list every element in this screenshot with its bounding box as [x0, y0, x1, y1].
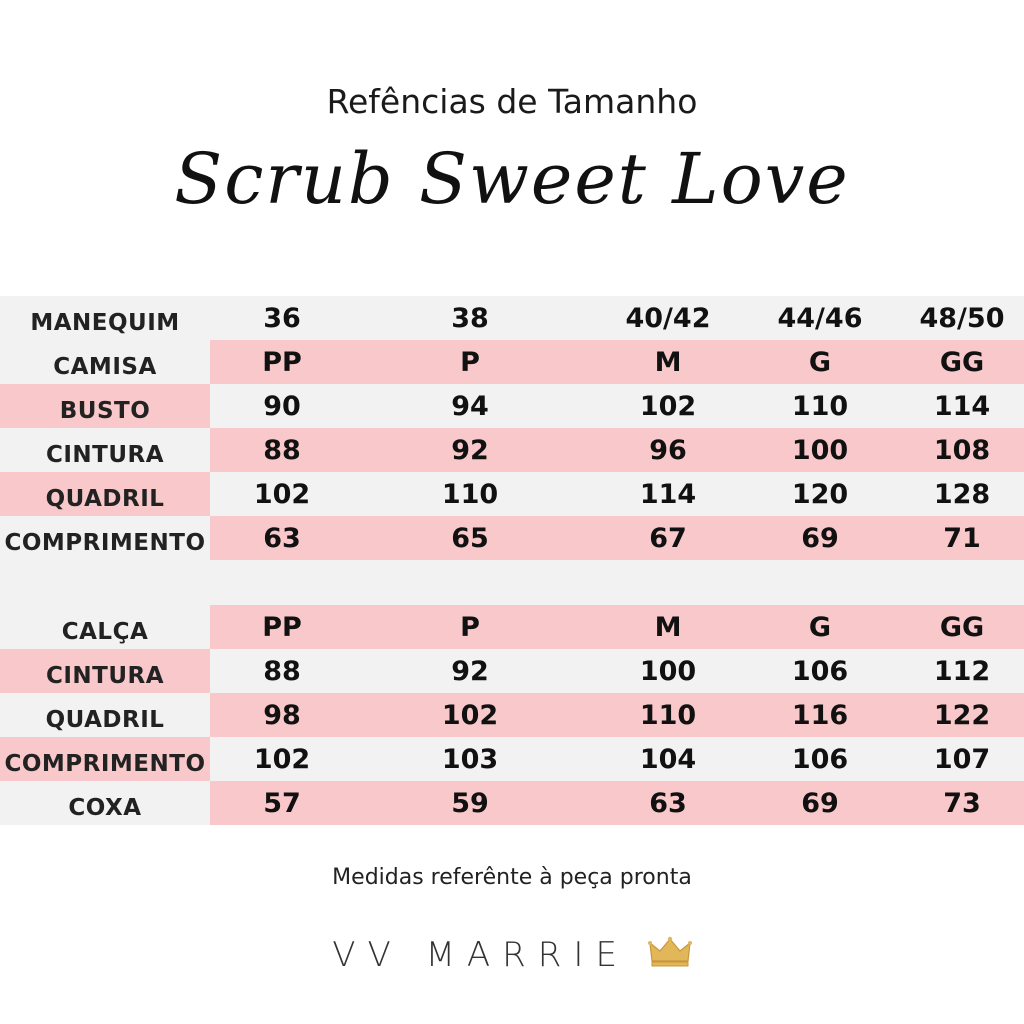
table-cell: 92	[451, 434, 489, 466]
brand-name: VV MARRIE	[332, 935, 629, 975]
table-cell: 40/42	[625, 302, 711, 334]
row-label: COMPRIMENTO	[0, 737, 210, 781]
table-row: CINTURA 88 92 100 106 112	[0, 649, 1024, 693]
table-cell: 128	[933, 478, 991, 510]
table-cell: 102	[639, 390, 697, 422]
table-cell: GG	[939, 611, 985, 643]
table-cell: 110	[639, 699, 697, 731]
top-size-table: MANEQUIM 36 38 40/42 44/46 48/50 CAMISA …	[0, 296, 1024, 605]
table-row: QUADRIL 102 110 114 120 128	[0, 472, 1024, 516]
table-row: COMPRIMENTO 63 65 67 69 71	[0, 516, 1024, 560]
table-cell: 92	[451, 655, 489, 687]
row-label: BUSTO	[0, 384, 210, 428]
row-label: COXA	[0, 781, 210, 825]
row-label: QUADRIL	[0, 693, 210, 737]
table-cell: 104	[639, 743, 697, 775]
table-cell: 57	[263, 787, 301, 819]
table-row: COXA 57 59 63 69 73	[0, 781, 1024, 825]
table-row: CINTURA 88 92 96 100 108	[0, 428, 1024, 472]
table-cell: 88	[263, 434, 301, 466]
page-subtitle: Refências de Tamanho	[326, 82, 698, 121]
row-label: MANEQUIM	[0, 296, 210, 340]
table-cell: 36	[263, 302, 301, 334]
page-title: Scrub Sweet Love	[174, 138, 850, 220]
table-cell: 122	[933, 699, 991, 731]
table-cell: 112	[933, 655, 991, 687]
table-cell: 73	[943, 787, 981, 819]
table-cell: PP	[262, 611, 302, 643]
table-cell: 69	[801, 787, 839, 819]
table-cell: 114	[933, 390, 991, 422]
row-label: COMPRIMENTO	[0, 516, 210, 560]
table-row: BUSTO 90 94 102 110 114	[0, 384, 1024, 428]
table-cell: 98	[263, 699, 301, 731]
table-cell: 100	[639, 655, 697, 687]
crown-icon	[647, 935, 692, 978]
table-cell: 94	[451, 390, 489, 422]
table-row: CALÇA PP P M G GG	[0, 605, 1024, 649]
table-cell: 102	[253, 478, 311, 510]
table-cell: 90	[263, 390, 301, 422]
table-cell: 63	[649, 787, 687, 819]
table-cell: 100	[791, 434, 849, 466]
table-cell: G	[808, 346, 832, 378]
table-cell: 65	[451, 522, 489, 554]
table-cell: 102	[441, 699, 499, 731]
table-cell: 102	[253, 743, 311, 775]
table-cell: 114	[639, 478, 697, 510]
table-cell: 48/50	[919, 302, 1005, 334]
table-cell: 120	[791, 478, 849, 510]
row-label: CALÇA	[0, 605, 210, 649]
table-cell: 116	[791, 699, 849, 731]
table-cell: 110	[441, 478, 499, 510]
brand-logo: VV MARRIE	[0, 935, 1024, 978]
row-label: QUADRIL	[0, 472, 210, 516]
table-cell: 44/46	[777, 302, 863, 334]
table-row: COMPRIMENTO 102 103 104 106 107	[0, 737, 1024, 781]
table-cell: 59	[451, 787, 489, 819]
table-row: QUADRIL 98 102 110 116 122	[0, 693, 1024, 737]
table-row: CAMISA PP P M G GG	[0, 340, 1024, 384]
table-cell: 103	[441, 743, 499, 775]
table-cell: 63	[263, 522, 301, 554]
row-label: CAMISA	[0, 340, 210, 384]
table-cell: 106	[791, 655, 849, 687]
bottom-size-table: CALÇA PP P M G GG CINTURA 88 92 100 106 …	[0, 605, 1024, 825]
table-cell: GG	[939, 346, 985, 378]
table-cell: 38	[451, 302, 489, 334]
table-cell: P	[460, 346, 480, 378]
table-cell: 108	[933, 434, 991, 466]
table-cell: 69	[801, 522, 839, 554]
table-divider	[0, 560, 1024, 605]
table-cell: 106	[791, 743, 849, 775]
table-cell: M	[654, 346, 682, 378]
table-cell: 67	[649, 522, 687, 554]
table-cell: 107	[933, 743, 991, 775]
table-cell: 88	[263, 655, 301, 687]
table-cell: 110	[791, 390, 849, 422]
table-cell: P	[460, 611, 480, 643]
table-cell: 96	[649, 434, 687, 466]
measurement-note: Medidas referênte à peça pronta	[332, 865, 692, 890]
row-label: CINTURA	[0, 428, 210, 472]
table-cell: G	[808, 611, 832, 643]
table-cell: 71	[943, 522, 981, 554]
table-row: MANEQUIM 36 38 40/42 44/46 48/50	[0, 296, 1024, 340]
table-cell: PP	[262, 346, 302, 378]
row-label: CINTURA	[0, 649, 210, 693]
table-cell: M	[654, 611, 682, 643]
